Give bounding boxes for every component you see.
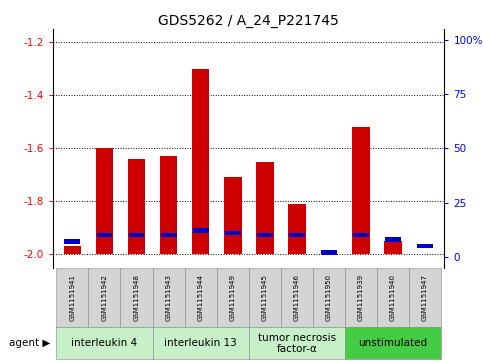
Bar [225, 231, 241, 235]
Bar [96, 148, 113, 254]
Bar [193, 228, 209, 233]
Bar [88, 268, 120, 327]
Text: GSM1151949: GSM1151949 [230, 274, 236, 321]
Text: GSM1151946: GSM1151946 [294, 274, 300, 321]
Bar [249, 268, 281, 327]
Bar [217, 268, 249, 327]
Bar [321, 250, 337, 255]
Text: GSM1151948: GSM1151948 [133, 274, 140, 321]
Bar [353, 233, 369, 237]
Title: GDS5262 / A_24_P221745: GDS5262 / A_24_P221745 [158, 14, 339, 28]
Bar [385, 237, 401, 242]
Bar [97, 233, 113, 237]
Bar [64, 246, 81, 254]
Bar [384, 241, 402, 254]
Text: GSM1151942: GSM1151942 [101, 274, 107, 321]
Bar [57, 327, 153, 359]
Text: tumor necrosis
factor-α: tumor necrosis factor-α [258, 333, 336, 354]
Text: GSM1151939: GSM1151939 [358, 274, 364, 321]
Bar [128, 159, 145, 254]
Text: GSM1151943: GSM1151943 [166, 274, 171, 321]
Text: unstimulated: unstimulated [358, 338, 427, 348]
Bar [345, 268, 377, 327]
Text: GSM1151950: GSM1151950 [326, 274, 332, 321]
Bar [161, 233, 176, 237]
Text: GSM1151940: GSM1151940 [390, 274, 396, 321]
Bar [377, 268, 409, 327]
Bar [64, 239, 80, 244]
Bar [417, 244, 433, 248]
Bar [313, 268, 345, 327]
Bar [153, 268, 185, 327]
Bar [352, 127, 370, 254]
Text: agent ▶: agent ▶ [9, 338, 50, 348]
Bar [256, 162, 273, 254]
Bar [224, 178, 242, 254]
Bar [257, 233, 273, 237]
Text: GSM1151944: GSM1151944 [198, 274, 204, 321]
Text: GSM1151941: GSM1151941 [70, 274, 75, 321]
Bar [160, 156, 177, 254]
Bar [288, 204, 306, 254]
Bar [345, 327, 441, 359]
Text: interleukin 13: interleukin 13 [164, 338, 237, 348]
Bar [192, 69, 210, 254]
Bar [249, 327, 345, 359]
Bar [409, 268, 441, 327]
Bar [289, 233, 305, 237]
Bar [185, 268, 217, 327]
Text: GSM1151945: GSM1151945 [262, 274, 268, 321]
Text: GSM1151947: GSM1151947 [422, 274, 428, 321]
Bar [281, 268, 313, 327]
Text: interleukin 4: interleukin 4 [71, 338, 138, 348]
Bar [128, 233, 144, 237]
Bar [57, 268, 88, 327]
Bar [153, 327, 249, 359]
Bar [120, 268, 153, 327]
